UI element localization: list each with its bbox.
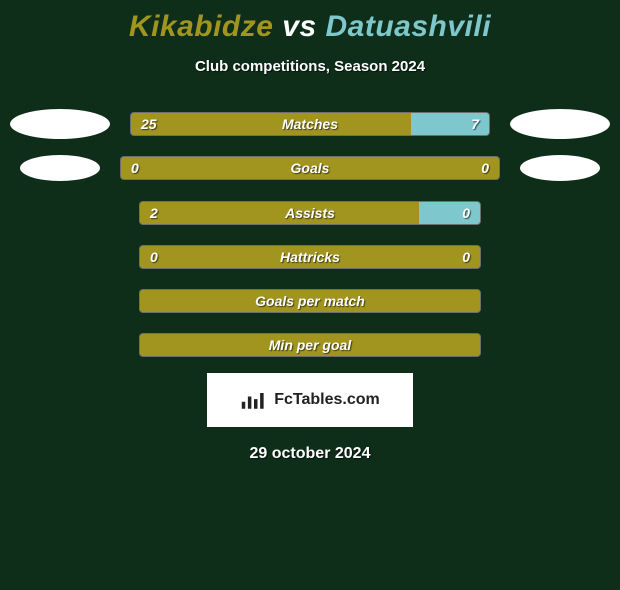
stat-home-value: 2 — [150, 205, 158, 221]
stat-label: Goals per match — [255, 293, 365, 309]
away-flag-icon — [520, 155, 600, 181]
away-flag-icon — [510, 109, 610, 139]
stat-label: Goals — [291, 160, 330, 176]
subtitle: Club competitions, Season 2024 — [0, 58, 620, 75]
stat-label: Min per goal — [269, 337, 351, 353]
stat-label: Assists — [285, 205, 335, 221]
stat-away-value: 0 — [481, 160, 489, 176]
vs-text: vs — [282, 10, 316, 43]
stat-home-value: 25 — [141, 116, 157, 132]
player1-name: Kikabidze — [129, 10, 274, 43]
page-title: Kikabidze vs Datuashvili — [0, 10, 620, 44]
stat-bar-away-fill — [419, 202, 480, 224]
stat-bar: 0 Hattricks 0 — [139, 245, 481, 269]
stat-label: Matches — [282, 116, 338, 132]
stat-home-value: 0 — [131, 160, 139, 176]
stat-bar: Min per goal — [139, 333, 481, 357]
watermark-text: FcTables.com — [274, 391, 380, 409]
stat-row-mpg: Min per goal — [0, 333, 620, 357]
stat-bar: Goals per match — [139, 289, 481, 313]
stat-away-value: 0 — [462, 249, 470, 265]
stat-home-value: 0 — [150, 249, 158, 265]
stat-bar: 2 Assists 0 — [139, 201, 481, 225]
bars-icon — [240, 389, 268, 411]
date-text: 29 october 2024 — [0, 445, 620, 463]
site-watermark: FcTables.com — [207, 373, 413, 427]
stat-bar: 25 Matches 7 — [130, 112, 490, 136]
home-flag-icon — [10, 109, 110, 139]
stat-away-value: 7 — [471, 116, 479, 132]
stat-row-matches: 25 Matches 7 — [0, 109, 620, 139]
home-flag-icon — [20, 155, 100, 181]
stat-label: Hattricks — [280, 249, 340, 265]
player2-name: Datuashvili — [326, 10, 492, 43]
stat-row-gpm: Goals per match — [0, 289, 620, 313]
stat-bar: 0 Goals 0 — [120, 156, 500, 180]
stat-row-goals: 0 Goals 0 — [0, 155, 620, 181]
stat-away-value: 0 — [462, 205, 470, 221]
stat-row-hattricks: 0 Hattricks 0 — [0, 245, 620, 269]
stat-row-assists: 2 Assists 0 — [0, 201, 620, 225]
